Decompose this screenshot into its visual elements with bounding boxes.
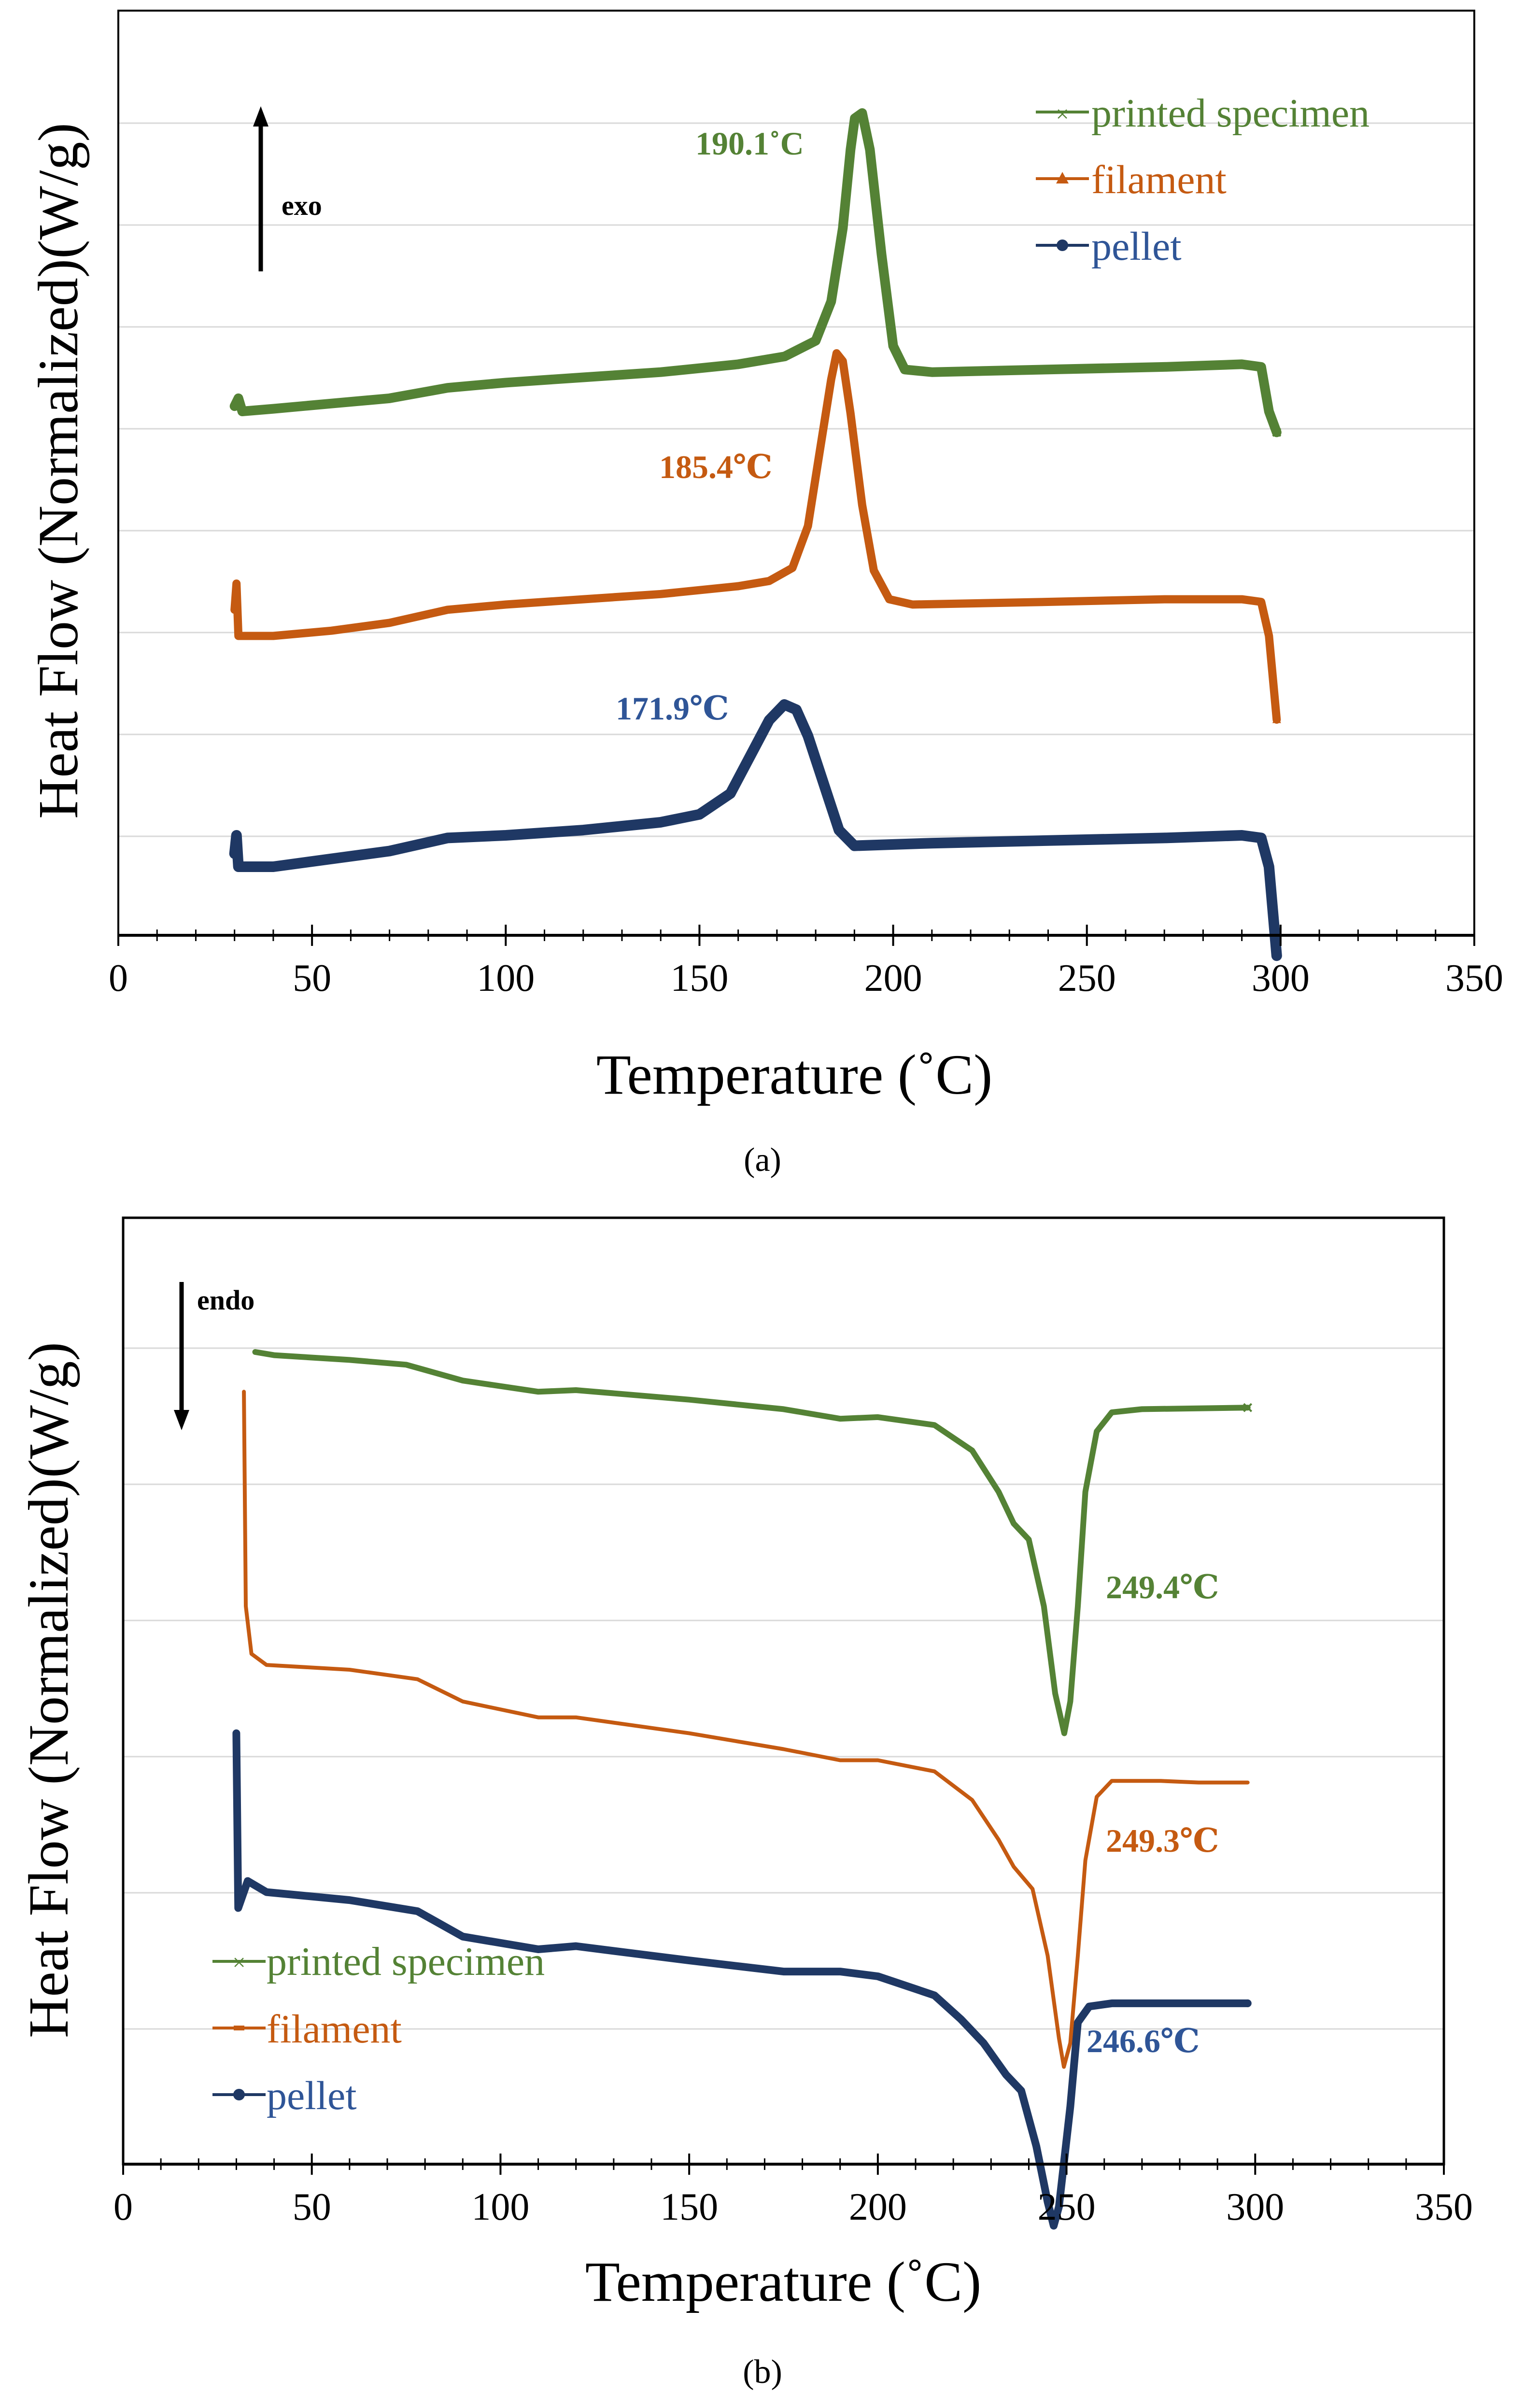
panel-a-x-axis-title: Temperature (˚C): [596, 1043, 993, 1106]
series-end-marker-filament: [1272, 715, 1281, 723]
legend-a-item-filament: filament: [1036, 157, 1227, 202]
panel-b-legend: × printed specimen filament pellet: [212, 1939, 545, 2118]
legend-b-marker-dash: [234, 2026, 244, 2030]
legend-b-item-filament: filament: [212, 2007, 402, 2052]
exo-label: exo: [282, 190, 322, 221]
legend-b-item-pellet: pellet: [212, 2073, 357, 2118]
panel-a-legend: × printed specimen filament pellet: [1036, 91, 1370, 269]
series-line-printed-specimen: [252, 1349, 1251, 1736]
legend-a-label-pellet: pellet: [1091, 224, 1182, 269]
legend-b-label-filament: filament: [267, 2007, 402, 2052]
series-end-marker-pellet: [1272, 952, 1281, 960]
legend-a-marker-x: ×: [1056, 101, 1069, 127]
panel-a-x-ticks: [117, 925, 1475, 946]
legend-b-label-pellet: pellet: [267, 2073, 357, 2118]
x-tick-label: 300: [1252, 957, 1310, 1000]
legend-b-marker-circle: [233, 2089, 245, 2100]
legend-a-marker-triangle: [1056, 172, 1069, 183]
panel-b: 0 50 100 150 200 250 300 350 Temperature (˚C) H…: [17, 1216, 1473, 2391]
panel-a-series: [229, 108, 1282, 961]
peak-label-filament-a: 185.4℃: [659, 449, 772, 485]
series-line-filament: [242, 1390, 1250, 2069]
x-tick-label: 200: [864, 957, 922, 1000]
legend-a-item-pellet: pellet: [1036, 224, 1182, 269]
x-tick-label: 300: [1226, 2186, 1284, 2228]
series-end-marker-pellet: [1243, 1999, 1252, 2007]
peak-label-printed-a: 190.1˚C: [695, 125, 804, 162]
legend-a-marker-circle: [1057, 239, 1068, 251]
panel-a-gridlines: [118, 122, 1474, 837]
x-tick-label: 0: [113, 2186, 133, 2228]
x-tick-label: 150: [670, 957, 728, 1000]
panel-b-x-ticks: [122, 2154, 1445, 2175]
panel-b-x-axis-title: Temperature (˚C): [585, 2250, 982, 2313]
x-tick-label: 250: [1058, 957, 1116, 1000]
x-tick-label: 50: [293, 2186, 331, 2228]
endo-label: endo: [197, 1284, 254, 1316]
x-tick-label: 150: [660, 2186, 718, 2228]
legend-a-item-printed: × printed specimen: [1036, 91, 1370, 136]
legend-b-item-printed: × printed specimen: [212, 1939, 545, 1984]
peak-label-pellet-a: 171.9℃: [616, 690, 729, 727]
panel-a-x-tick-labels: 0 50 100 150 200 250 300 350: [109, 957, 1503, 1000]
exo-arrow: [253, 106, 268, 271]
x-tick-label: 350: [1415, 2186, 1473, 2228]
legend-a-label-filament: filament: [1091, 157, 1227, 202]
panel-b-series: [232, 1349, 1253, 2230]
series-end-marker-printed-specimen: [1243, 1403, 1253, 1412]
x-tick-label: 250: [1038, 2186, 1096, 2228]
legend-a-label-printed: printed specimen: [1091, 91, 1370, 136]
legend-b-label-printed: printed specimen: [267, 1939, 545, 1984]
series-line-printed-specimen: [229, 108, 1282, 437]
panel-b-gridlines: [123, 1347, 1444, 2030]
series-line-pellet: [229, 699, 1282, 961]
panel-b-caption: (b): [743, 2353, 782, 2391]
x-tick-label: 100: [477, 957, 535, 1000]
panel-a-y-axis-title: Heat Flow (Normalized)(W/g): [27, 123, 90, 819]
x-tick-label: 100: [471, 2186, 529, 2228]
series-end-marker-printed-specimen: [1272, 427, 1282, 437]
endo-arrow: [174, 1282, 189, 1430]
series-line-pellet: [232, 1729, 1252, 2230]
x-tick-label: 350: [1445, 957, 1503, 1000]
series-line-filament: [230, 349, 1281, 724]
legend-b-marker-x: ×: [232, 1950, 245, 1975]
panel-b-y-axis-title: Heat Flow (Normalized)(W/g): [17, 1342, 80, 2038]
panel-b-x-tick-labels: 0 50 100 150 200 250 300 350: [113, 2186, 1473, 2228]
panel-a-caption: (a): [744, 1141, 781, 1179]
x-tick-label: 200: [849, 2186, 907, 2228]
peak-label-pellet-b: 246.6℃: [1087, 2023, 1200, 2059]
peak-label-printed-b: 249.4℃: [1106, 1569, 1219, 1605]
peak-label-filament-b: 249.3℃: [1106, 1822, 1219, 1859]
x-tick-label: 50: [293, 957, 331, 1000]
x-tick-label: 0: [109, 957, 128, 1000]
panel-a: 0 50 100 150 200 250 300 350 Temperature (˚C) H…: [27, 10, 1503, 1179]
